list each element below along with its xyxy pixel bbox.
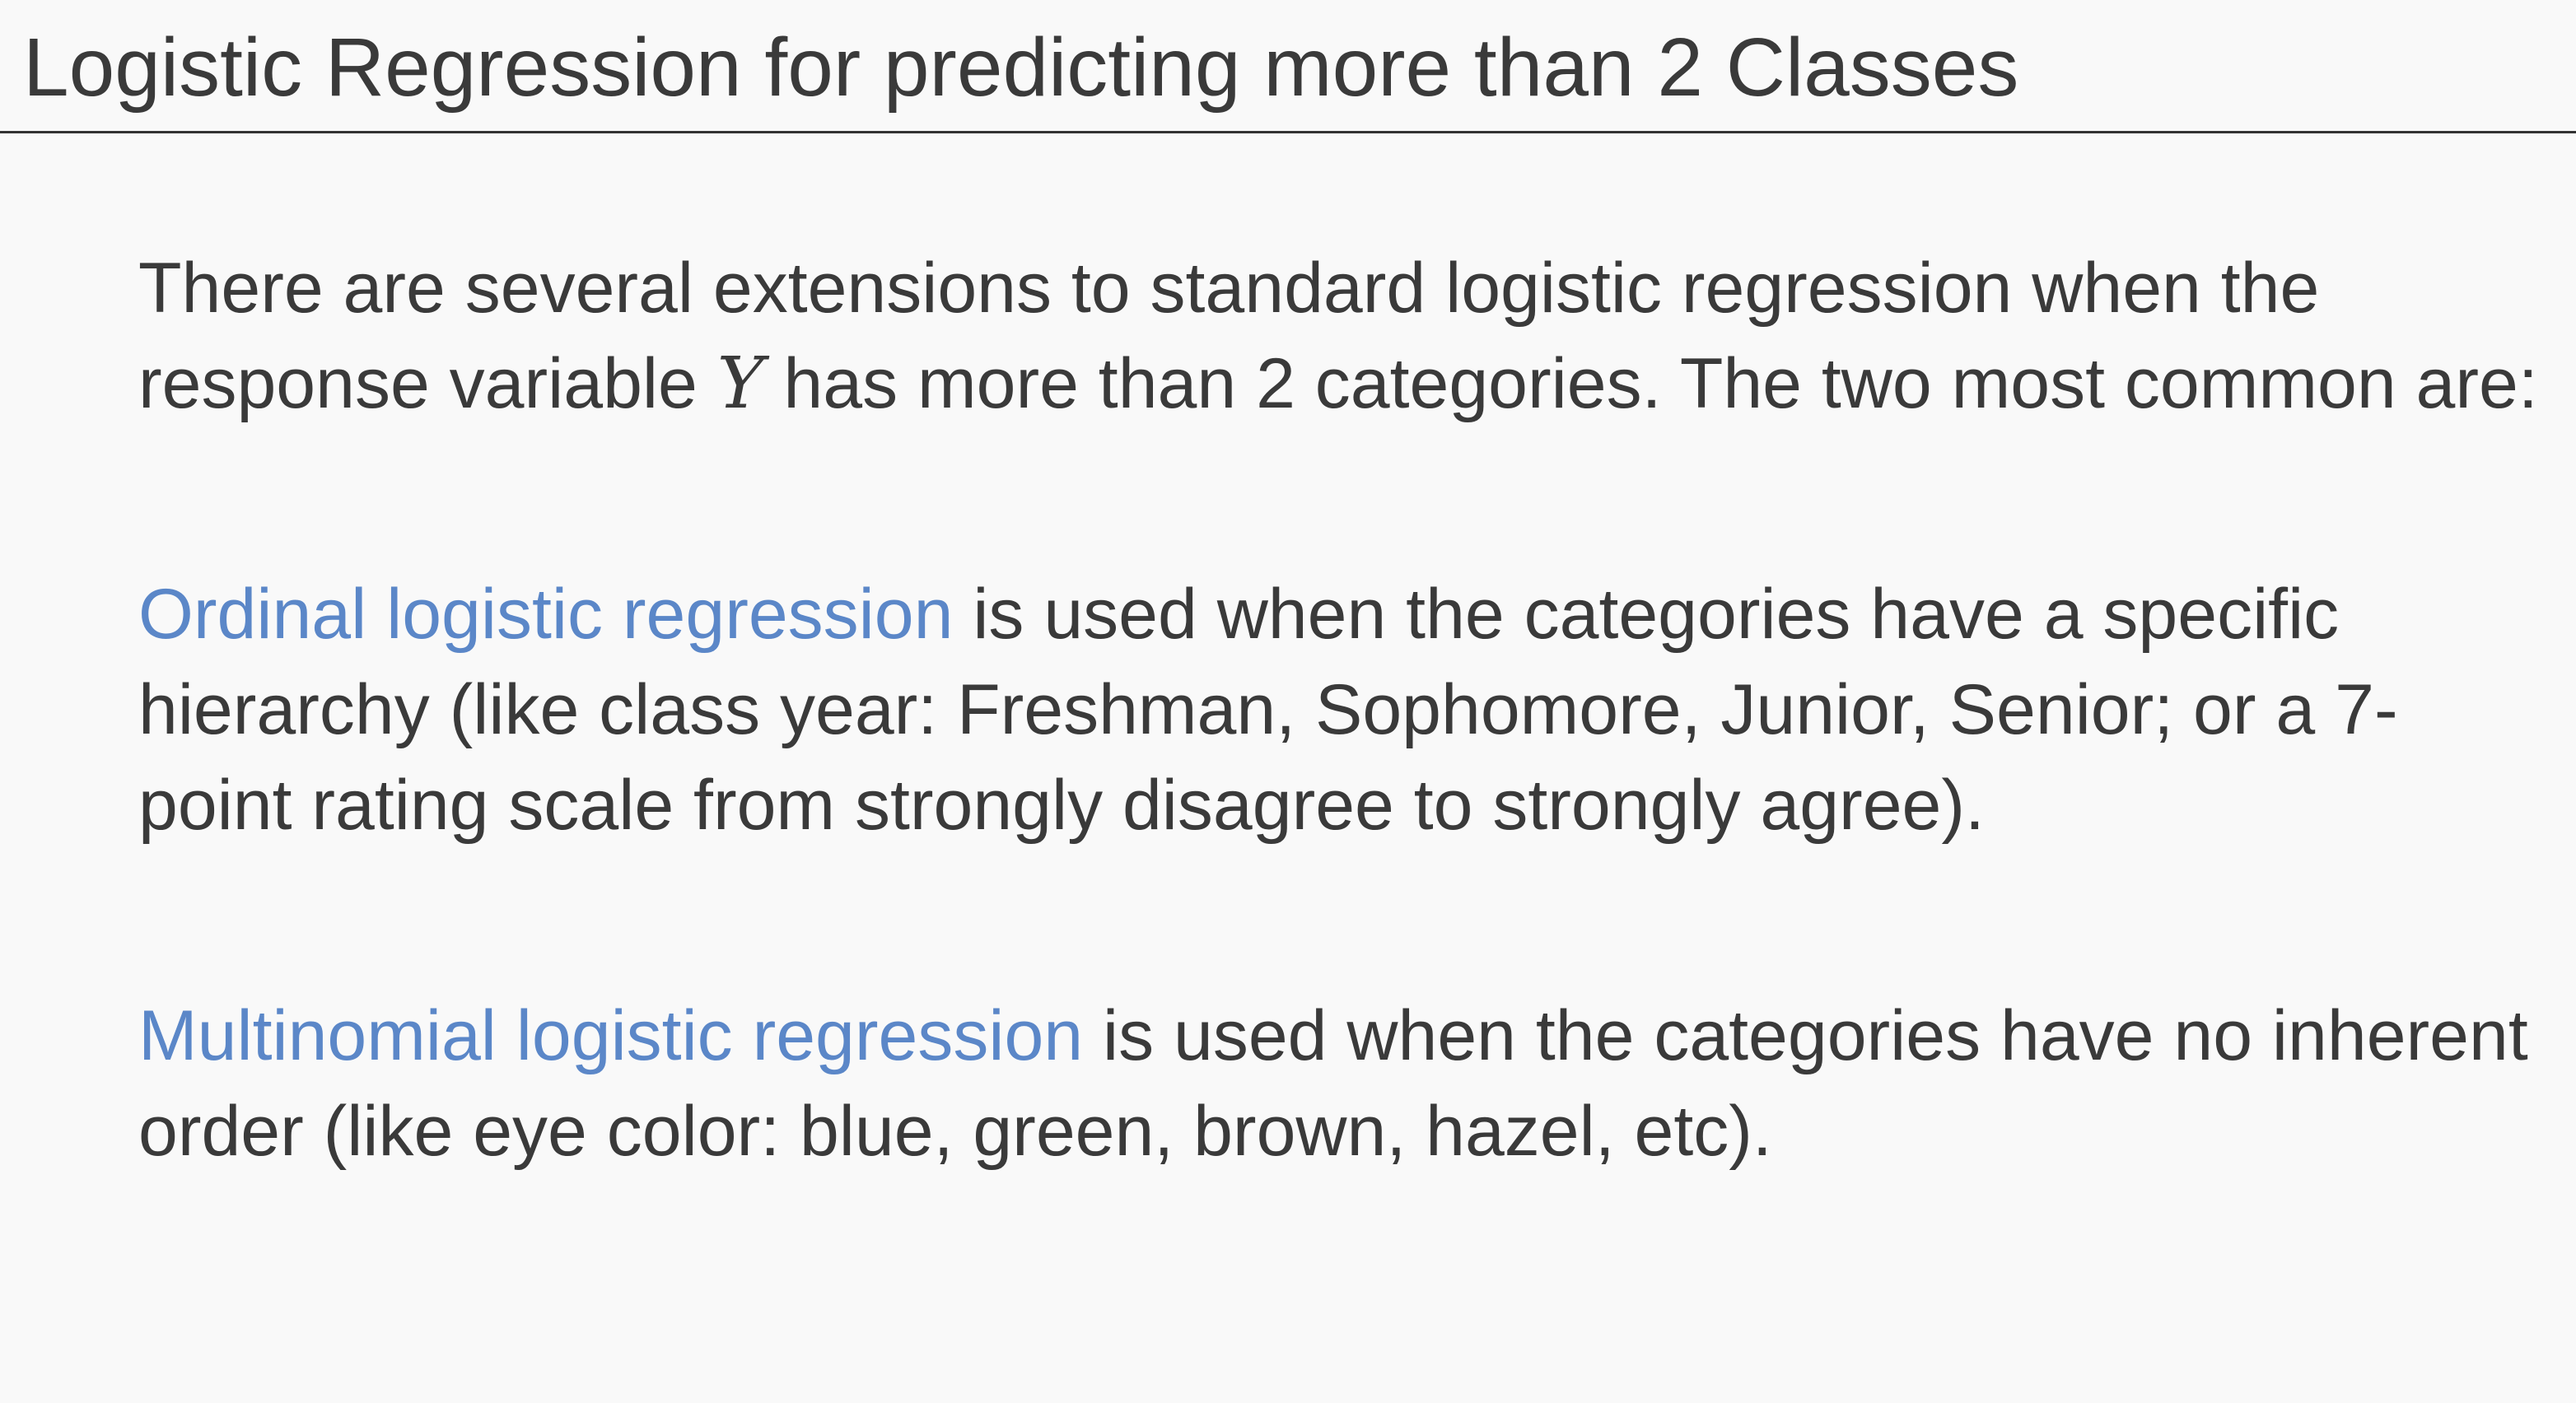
ordinal-paragraph: Ordinal logistic regression is used when… — [138, 566, 2543, 853]
ordinal-logistic-regression-link[interactable]: Ordinal logistic regression — [138, 575, 954, 654]
multinomial-logistic-regression-link[interactable]: Multinomial logistic regression — [138, 996, 1084, 1075]
intro-paragraph: There are several extensions to standard… — [138, 240, 2543, 431]
page-title: Logistic Regression for predicting more … — [23, 21, 2019, 114]
intro-text-start: There are several extensions to standard… — [138, 249, 2320, 423]
response-variable: Y — [716, 343, 764, 425]
intro-text-end: has more than 2 categories. The two most… — [763, 344, 2538, 423]
slide-content: There are several extensions to standard… — [138, 240, 2543, 1179]
multinomial-paragraph: Multinomial logistic regression is used … — [138, 988, 2543, 1179]
ordinal-description: is used when the categories have a speci… — [138, 575, 2398, 845]
multinomial-description: is used when the categories have no inhe… — [138, 996, 2528, 1171]
title-bar: Logistic Regression for predicting more … — [0, 0, 2576, 133]
